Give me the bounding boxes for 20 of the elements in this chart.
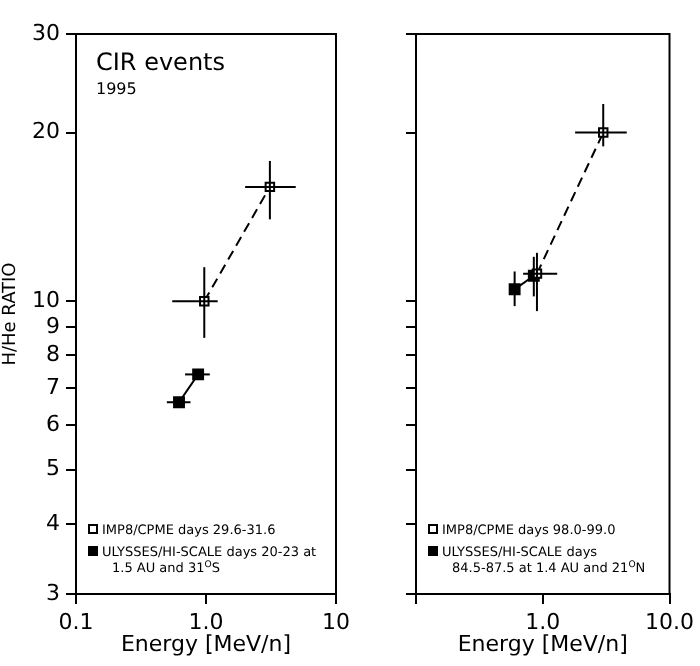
y-tick-label: 10 xyxy=(32,286,60,313)
y-tick-label: 9 xyxy=(46,312,60,339)
y-tick-label: 8 xyxy=(46,341,60,368)
x-tick-label: 0.1 xyxy=(58,608,94,635)
x-tick-label: 1.0 xyxy=(525,608,561,635)
x-tick-label: 10.0 xyxy=(645,608,695,635)
x-axis-title: Energy [MeV/n] xyxy=(120,630,292,657)
x-axis-title: Energy [MeV/n] xyxy=(457,630,628,657)
y-tick-label: 4 xyxy=(46,509,60,536)
x-tick-label: 1.0 xyxy=(188,608,224,635)
y-tick-label: 5 xyxy=(46,455,60,482)
y-tick-label: 30 xyxy=(32,19,60,46)
text: CIR events xyxy=(96,48,225,76)
y-tick-label: 20 xyxy=(32,118,60,145)
y-tick-label: 3 xyxy=(46,579,60,606)
y-axis-title: H/He RATIO xyxy=(1,262,22,366)
y-tick-label: 6 xyxy=(46,411,60,438)
y-tick-label: 7 xyxy=(46,373,60,400)
x-tick-label: 10 xyxy=(322,608,350,635)
text: 1995 xyxy=(96,80,137,98)
